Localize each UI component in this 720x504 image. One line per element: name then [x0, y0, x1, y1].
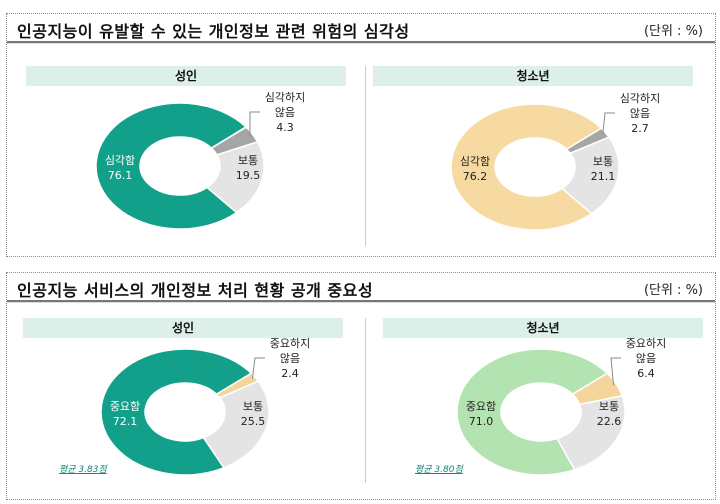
label-neutral-line: 25.5 [240, 415, 266, 428]
unit-label: (단위 : %) [643, 283, 703, 298]
average-score: 평균 3.83점 [59, 465, 107, 475]
average-score: 평균 3.80점 [415, 465, 463, 475]
label-neutral: 보통 25.5 [241, 399, 266, 429]
panel-title: 인공지능 서비스의 개인정보 처리 현황 공개 중요성 [17, 281, 374, 300]
panel-title: 인공지능이 유발할 수 있는 개인정보 관련 위험의 심각성 [17, 22, 410, 41]
donut-slice-neutral [555, 394, 626, 471]
subheader-youth: 청소년 [383, 318, 703, 338]
label-major-line: 76.1 [107, 169, 133, 182]
label-major: 심각함 76.1 [105, 153, 135, 183]
label-minor-line: 2.4 [281, 367, 299, 380]
label-minor-line: 않음 [279, 352, 301, 365]
subheader-adult: 성인 [23, 318, 343, 338]
title-rule [7, 300, 715, 303]
label-major-line: 중요함 [109, 400, 141, 413]
label-major: 심각함 76.2 [460, 154, 490, 184]
label-neutral-line: 21.1 [590, 170, 616, 183]
donut-slice-major [100, 348, 253, 476]
label-major-line: 중요함 [465, 400, 497, 413]
label-neutral-line: 22.6 [596, 415, 622, 428]
label-neutral-line: 19.5 [235, 169, 261, 182]
leader-line [602, 112, 615, 135]
label-major-line: 72.1 [112, 415, 138, 428]
subheader-adult: 성인 [26, 66, 346, 86]
leader-line [610, 357, 621, 386]
donut-slice-major [450, 103, 603, 231]
label-minor-line: 6.4 [637, 367, 655, 380]
label-minor-line: 중요하지 [625, 337, 667, 350]
donut-slice-neutral [202, 380, 270, 469]
label-major-line: 심각함 [459, 155, 491, 168]
leader-line [251, 357, 265, 379]
label-neutral: 보통 19.5 [236, 153, 261, 183]
label-neutral-line: 보통 [598, 400, 620, 413]
label-minor-line: 4.3 [276, 121, 294, 134]
label-major: 중요함 71.0 [466, 399, 496, 429]
divider [365, 318, 366, 483]
label-neutral-line: 보통 [242, 400, 264, 413]
divider [365, 66, 366, 246]
donut-slice-major [95, 102, 248, 230]
label-neutral: 보통 21.1 [591, 154, 616, 184]
title-rule [7, 41, 715, 44]
label-minor-line: 않음 [635, 352, 657, 365]
label-neutral-line: 보통 [237, 154, 259, 167]
unit-label: (단위 : %) [643, 24, 703, 39]
label-neutral: 보통 22.6 [597, 399, 622, 429]
label-minor-line: 심각하지 [619, 92, 661, 105]
label-major-line: 71.0 [468, 415, 494, 428]
label-neutral-line: 보통 [592, 155, 614, 168]
donut-slice-major [456, 348, 609, 476]
panel-risk-severity: 인공지능이 유발할 수 있는 개인정보 관련 위험의 심각성 (단위 : %) … [6, 13, 716, 257]
label-minor-line: 않음 [629, 107, 651, 120]
label-major: 중요함 72.1 [110, 399, 140, 429]
panel-disclosure-importance: 인공지능 서비스의 개인정보 처리 현황 공개 중요성 (단위 : %) 성인 … [6, 272, 716, 500]
subheader-youth: 청소년 [373, 66, 693, 86]
label-minor-line: 않음 [274, 106, 296, 119]
label-major-line: 76.2 [462, 170, 488, 183]
label-minor-line: 중요하지 [269, 337, 311, 350]
leader-line [249, 111, 260, 136]
label-minor-line: 2.7 [631, 122, 649, 135]
label-minor-line: 심각하지 [264, 91, 306, 104]
label-major-line: 심각함 [104, 154, 136, 167]
